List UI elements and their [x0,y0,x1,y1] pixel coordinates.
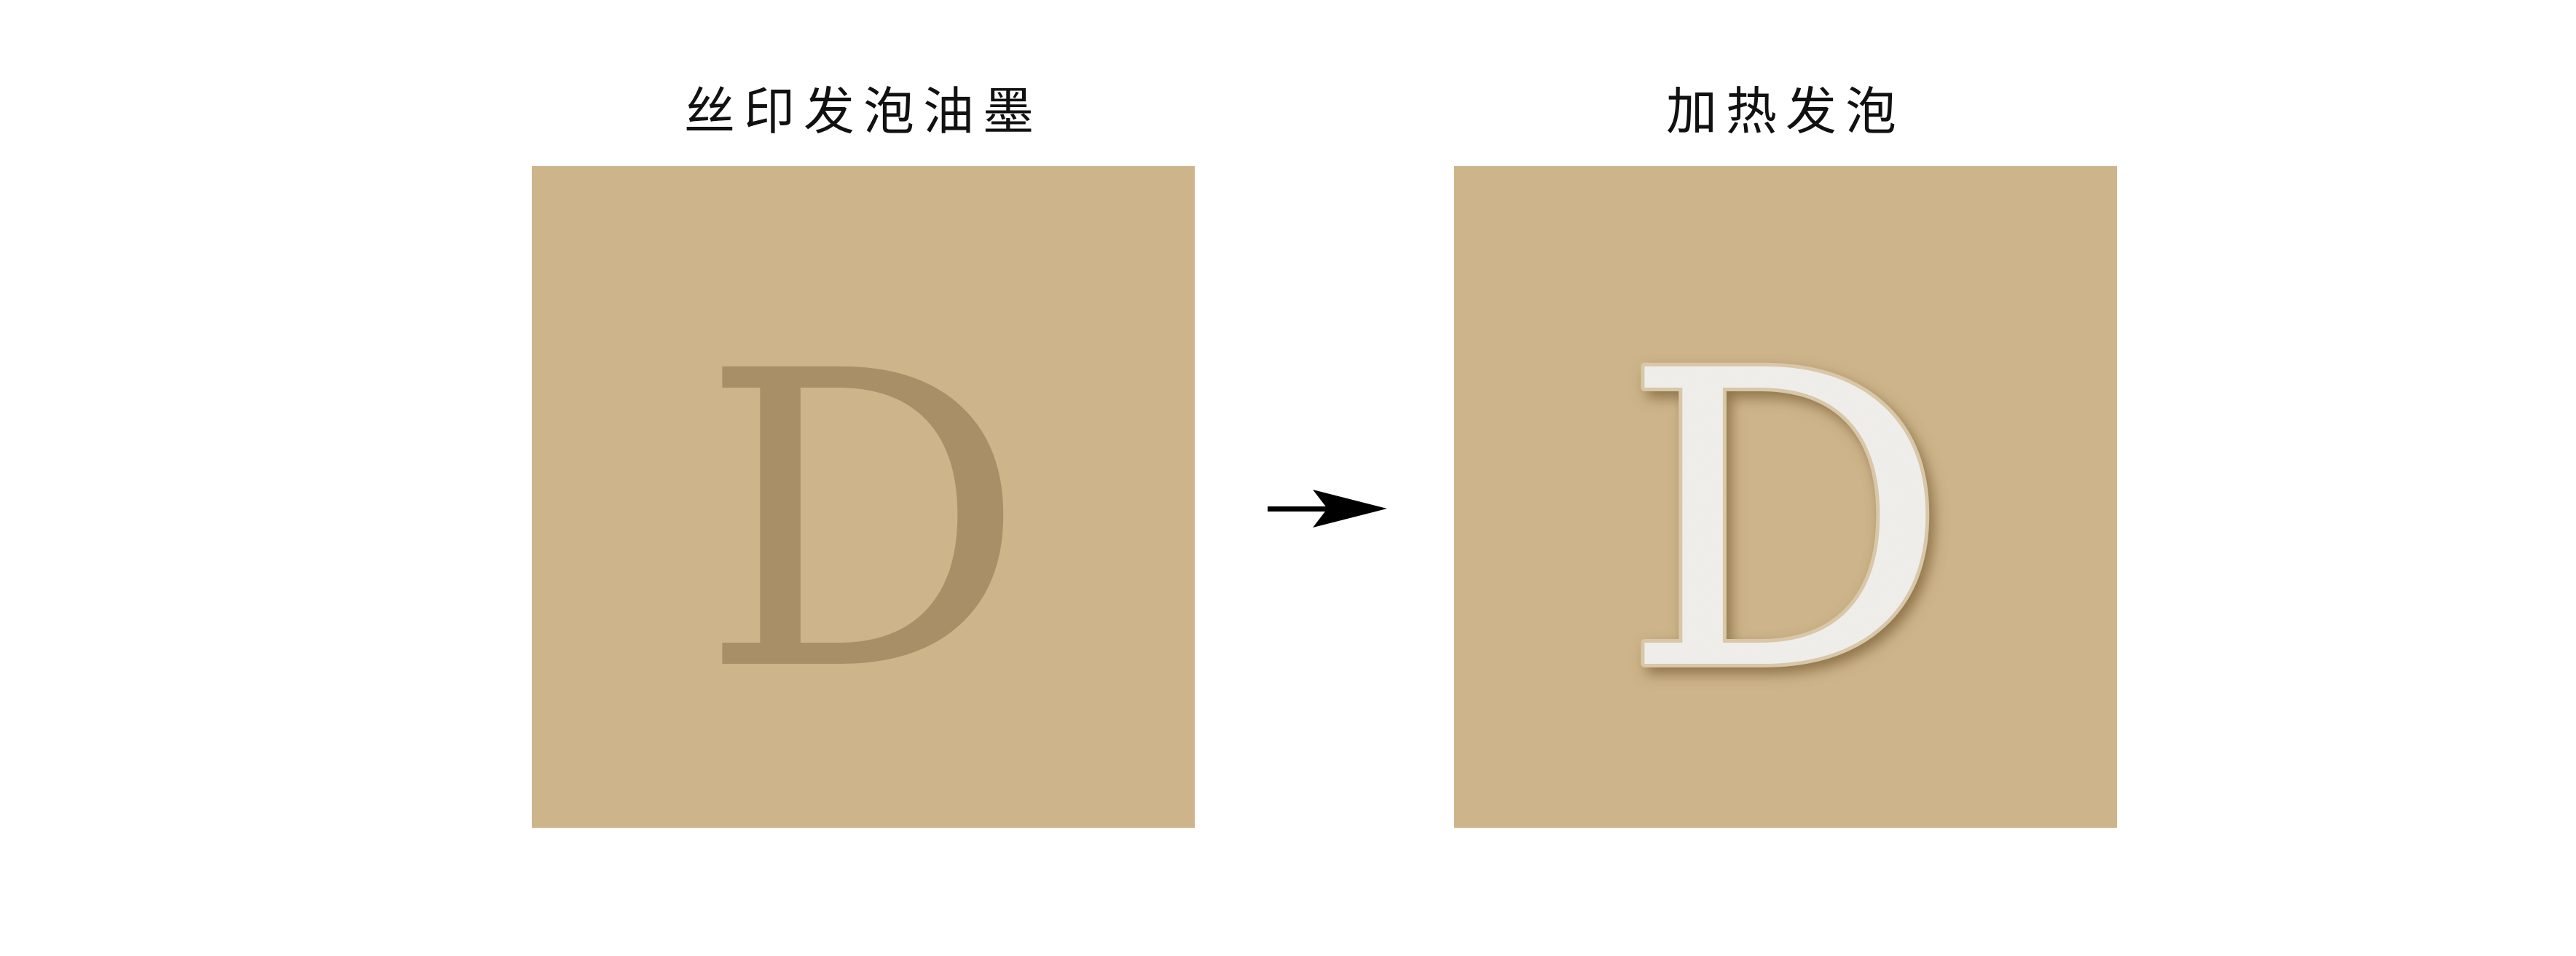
foamed-letter: D [1622,286,1949,761]
heat-foam-panel: D D [1454,166,2117,828]
printed-letter: D [700,286,1027,761]
step-1-title: 丝印发泡油墨 [684,82,1042,141]
right-arrow-icon [1265,485,1390,532]
foamed-letter-edge: D [1622,286,1949,761]
tan-substrate [1454,166,2117,828]
foamed-letter-illustration: D D [1454,166,2117,828]
step-2-title: 加热发泡 [1666,82,1905,141]
printed-letter-illustration: D [532,166,1195,828]
screen-print-panel: D [532,166,1195,828]
tan-substrate [532,166,1195,828]
